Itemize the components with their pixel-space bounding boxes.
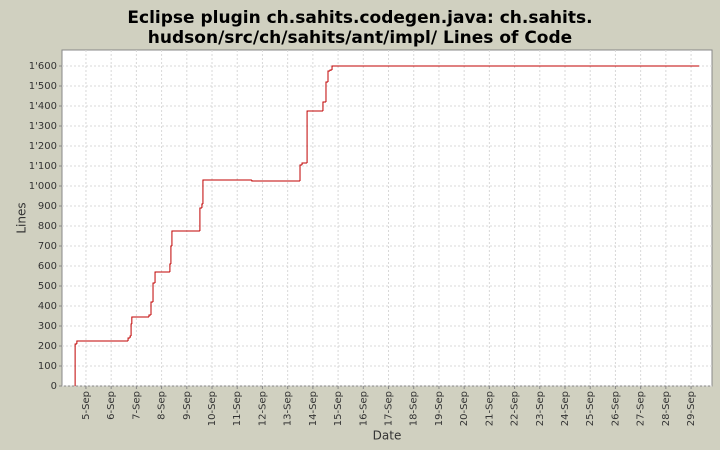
y-tick-label: 400	[38, 301, 57, 312]
step-segment	[306, 110, 323, 163]
step-segment	[327, 70, 331, 82]
x-tick-label: 15-Sep	[333, 391, 344, 426]
y-tick-label: 1'200	[29, 141, 57, 152]
x-tick-label: 8-Sep	[157, 391, 168, 420]
y-tick-label: 0	[51, 381, 57, 392]
x-tick-label: 28-Sep	[661, 391, 672, 426]
x-tick-label: 25-Sep	[585, 391, 596, 426]
y-axis-label: Lines	[15, 202, 29, 233]
y-tick-label: 1'500	[29, 81, 57, 92]
step-segment	[150, 301, 154, 315]
step-segment	[76, 340, 129, 344]
y-tick-label: 700	[38, 241, 57, 252]
step-segment	[329, 69, 333, 71]
step-segment	[325, 81, 329, 102]
x-tick-label: 18-Sep	[409, 391, 420, 426]
step-segment	[251, 180, 301, 182]
x-tick-label: 23-Sep	[535, 391, 546, 426]
y-tick-label: 1'000	[29, 181, 57, 192]
x-tick-label: 9-Sep	[182, 391, 193, 420]
x-tick-label: 26-Sep	[610, 391, 621, 426]
y-tick-label: 300	[38, 321, 57, 332]
x-tick-label: 13-Sep	[283, 391, 294, 426]
y-tick-label: 1'100	[29, 161, 57, 172]
step-segment	[152, 282, 156, 302]
step-segment	[171, 230, 200, 246]
x-tick-label: 22-Sep	[510, 391, 521, 426]
x-tick-label: 27-Sep	[636, 391, 647, 426]
step-segment	[148, 314, 152, 317]
step-segment	[127, 337, 131, 341]
x-tick-label: 14-Sep	[308, 391, 319, 426]
step-segment	[131, 316, 149, 324]
x-tick-label: 5-Sep	[81, 391, 92, 420]
x-tick-label: 20-Sep	[459, 391, 470, 426]
y-tick-label: 900	[38, 201, 57, 212]
y-tick-label: 1'600	[29, 61, 57, 72]
step-segment	[154, 271, 170, 283]
plot-area	[61, 49, 713, 387]
y-tick-label: 500	[38, 281, 57, 292]
x-tick-label: 21-Sep	[484, 391, 495, 426]
x-tick-label: 10-Sep	[207, 391, 218, 426]
step-segment	[301, 162, 308, 165]
y-tick-label: 1'400	[29, 101, 57, 112]
chart-title: hudson/src/ch/sahits/ant/impl/ Lines of …	[148, 28, 572, 48]
x-tick-label: 24-Sep	[560, 391, 571, 426]
x-axis-label: Date	[373, 429, 402, 443]
step-segment	[199, 207, 202, 231]
step-segment	[74, 343, 77, 386]
x-tick-label: 12-Sep	[257, 391, 268, 426]
x-tick-label: 11-Sep	[232, 391, 243, 426]
y-tick-label: 1'300	[29, 121, 57, 132]
x-tick-label: 16-Sep	[358, 391, 369, 426]
y-tick-label: 200	[38, 341, 57, 352]
y-tick-label: 100	[38, 361, 57, 372]
x-tick-label: 6-Sep	[106, 391, 117, 420]
y-tick-label: 800	[38, 221, 57, 232]
x-tick-label: 7-Sep	[131, 391, 142, 420]
x-tick-label: 17-Sep	[384, 391, 395, 426]
chart-title: Eclipse plugin ch.sahits.codegen.java: c…	[127, 8, 592, 28]
step-segment	[331, 65, 700, 70]
step-segment	[299, 164, 303, 181]
step-segment	[202, 179, 252, 204]
step-segment	[322, 101, 326, 111]
x-tick-label: 19-Sep	[434, 391, 445, 426]
x-tick-label: 29-Sep	[686, 391, 697, 426]
y-tick-label: 600	[38, 261, 57, 272]
